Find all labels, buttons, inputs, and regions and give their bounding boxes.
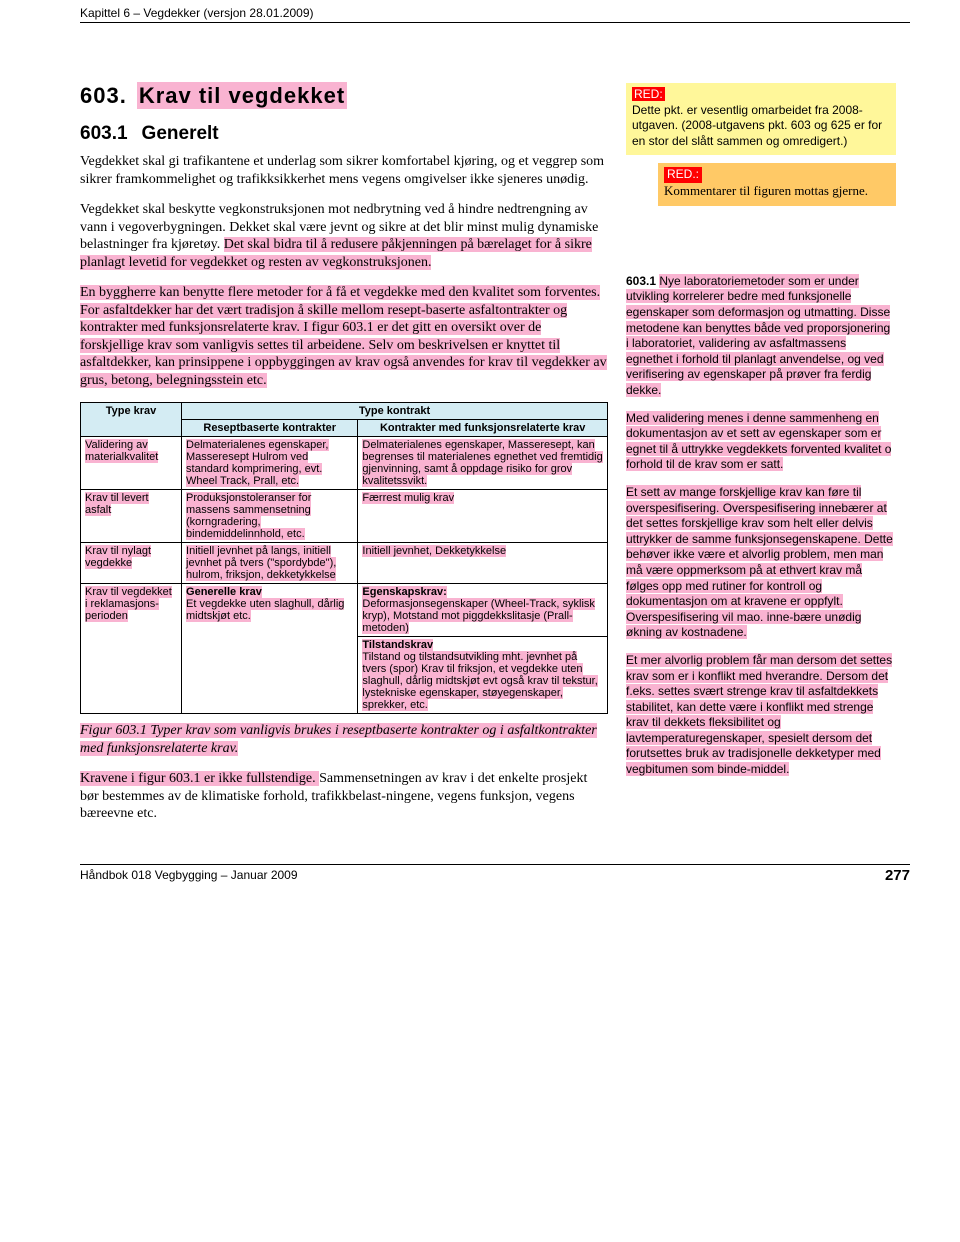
row2-c2: Initiell jevnhet, Dekketykkelse xyxy=(362,545,506,557)
paragraph-4: Kravene i figur 603.1 er ikke fullstendi… xyxy=(80,770,608,823)
row0-c1: Delmaterialenes egenskaper, Masseresept … xyxy=(186,439,328,487)
row0-head: Validering av materialkvalitet xyxy=(85,439,158,463)
row1-c1: Produksjonstoleranser for massens sammen… xyxy=(186,492,311,540)
table-row: Validering av materialkvalitet Delmateri… xyxy=(81,437,608,490)
row3-c1: Et vegdekke uten slaghull, dårlig midtsk… xyxy=(186,598,344,622)
yellow-note-body: Dette pkt. er vesentlig omarbeidet fra 2… xyxy=(632,103,882,148)
requirements-table: Type krav Type kontrakt Reseptbaserte ko… xyxy=(80,402,608,714)
margin-note-3-body: Et sett av mange forskjellige krav kan f… xyxy=(626,485,893,639)
red-label: RED: xyxy=(632,87,665,101)
subsection-heading: 603.1 Generelt xyxy=(80,123,608,145)
page-number: 277 xyxy=(885,867,910,884)
section-number: 603. xyxy=(80,83,127,109)
row2-head: Krav til nylagt vegdekke xyxy=(85,545,151,569)
orange-note-body: Kommentarer til figuren mottas gjerne. xyxy=(664,183,868,198)
chapter-header: Kapittel 6 – Vegdekker (versjon 28.01.20… xyxy=(80,6,910,20)
row0-c2: Delmaterialenes egenskaper, Masseresept,… xyxy=(362,439,602,487)
row3-head: Krav til vegdekket i reklamasjons-period… xyxy=(85,586,172,622)
red-label-2: RED.: xyxy=(664,167,702,183)
main-column: 603. Krav til vegdekket 603.1 Generelt Veg… xyxy=(80,83,608,836)
margin-note-3: Et sett av mange forskjellige krav kan f… xyxy=(626,485,896,641)
table-row: Krav til levert asfalt Produksjonstolera… xyxy=(81,490,608,543)
margin-note-1: 603.1 Nye laboratoriemetoder som er unde… xyxy=(626,274,896,399)
editor-note-orange: RED.: Kommentarer til figuren mottas gje… xyxy=(658,163,896,205)
margin-note-4: Et mer alvorlig problem får man dersom d… xyxy=(626,653,896,778)
editor-note-yellow: RED: Dette pkt. er vesentlig omarbeidet … xyxy=(626,83,896,155)
margin-note-2: Med validering menes i denne sammenheng … xyxy=(626,411,896,473)
row3-c2b: TilstandskravTilstand og tilstandsutvikl… xyxy=(362,639,597,711)
section-title: Krav til vegdekket xyxy=(137,82,347,109)
paragraph-2: Vegdekket skal beskytte vegkonstruksjone… xyxy=(80,201,608,271)
footer-title: Håndbok 018 Vegbygging – Januar 2009 xyxy=(80,868,298,882)
subsection-number: 603.1 xyxy=(80,123,128,145)
th-resept: Reseptbaserte kontrakter xyxy=(182,420,358,437)
row1-c2: Færrest mulig krav xyxy=(362,492,454,504)
header-rule xyxy=(80,22,910,23)
margin-note-1-head: 603.1 xyxy=(626,274,656,288)
table-row: Krav til nylagt vegdekke Initiell jevnhe… xyxy=(81,543,608,584)
content-row: 603. Krav til vegdekket 603.1 Generelt Veg… xyxy=(80,83,910,836)
th-type-kontrakt: Type kontrakt xyxy=(182,403,608,420)
paragraph-4a-highlight: Kravene i figur 603.1 er ikke fullstendi… xyxy=(80,771,319,786)
page: Kapittel 6 – Vegdekker (versjon 28.01.20… xyxy=(0,0,960,894)
margin-note-2-body: Med validering menes i denne sammenheng … xyxy=(626,411,891,472)
row3-c1-bold: Generelle krav xyxy=(186,586,262,598)
subsection-title: Generelt xyxy=(142,123,219,144)
figure-caption: Figur 603.1 Typer krav som vanligvis bru… xyxy=(80,722,608,757)
margin-note-4-body: Et mer alvorlig problem får man dersom d… xyxy=(626,653,892,776)
row2-c1: Initiell jevnhet på langs, initiell jevn… xyxy=(186,545,336,581)
section-heading: 603. Krav til vegdekket xyxy=(80,83,608,109)
paragraph-1: Vegdekket skal gi trafikantene et underl… xyxy=(80,153,608,188)
paragraph-3: En byggherre kan benytte flere metoder f… xyxy=(80,284,608,389)
paragraph-3-highlight: En byggherre kan benytte flere metoder f… xyxy=(80,285,607,388)
side-column: RED: Dette pkt. er vesentlig omarbeidet … xyxy=(626,83,896,778)
page-footer: Håndbok 018 Vegbygging – Januar 2009 277 xyxy=(80,864,910,884)
figure-caption-text: Figur 603.1 Typer krav som vanligvis bru… xyxy=(80,723,597,756)
margin-note-1-body: Nye laboratoriemetoder som er under utvi… xyxy=(626,274,890,397)
table-row: Krav til vegdekket i reklamasjons-period… xyxy=(81,584,608,637)
row3-c2a: Egenskapskrav:Deformasjonsegenskaper (Wh… xyxy=(362,586,595,634)
th-funk: Kontrakter med funksjonsrelaterte krav xyxy=(358,420,608,437)
th-type-krav: Type krav xyxy=(81,403,182,437)
row1-head: Krav til levert asfalt xyxy=(85,492,149,516)
